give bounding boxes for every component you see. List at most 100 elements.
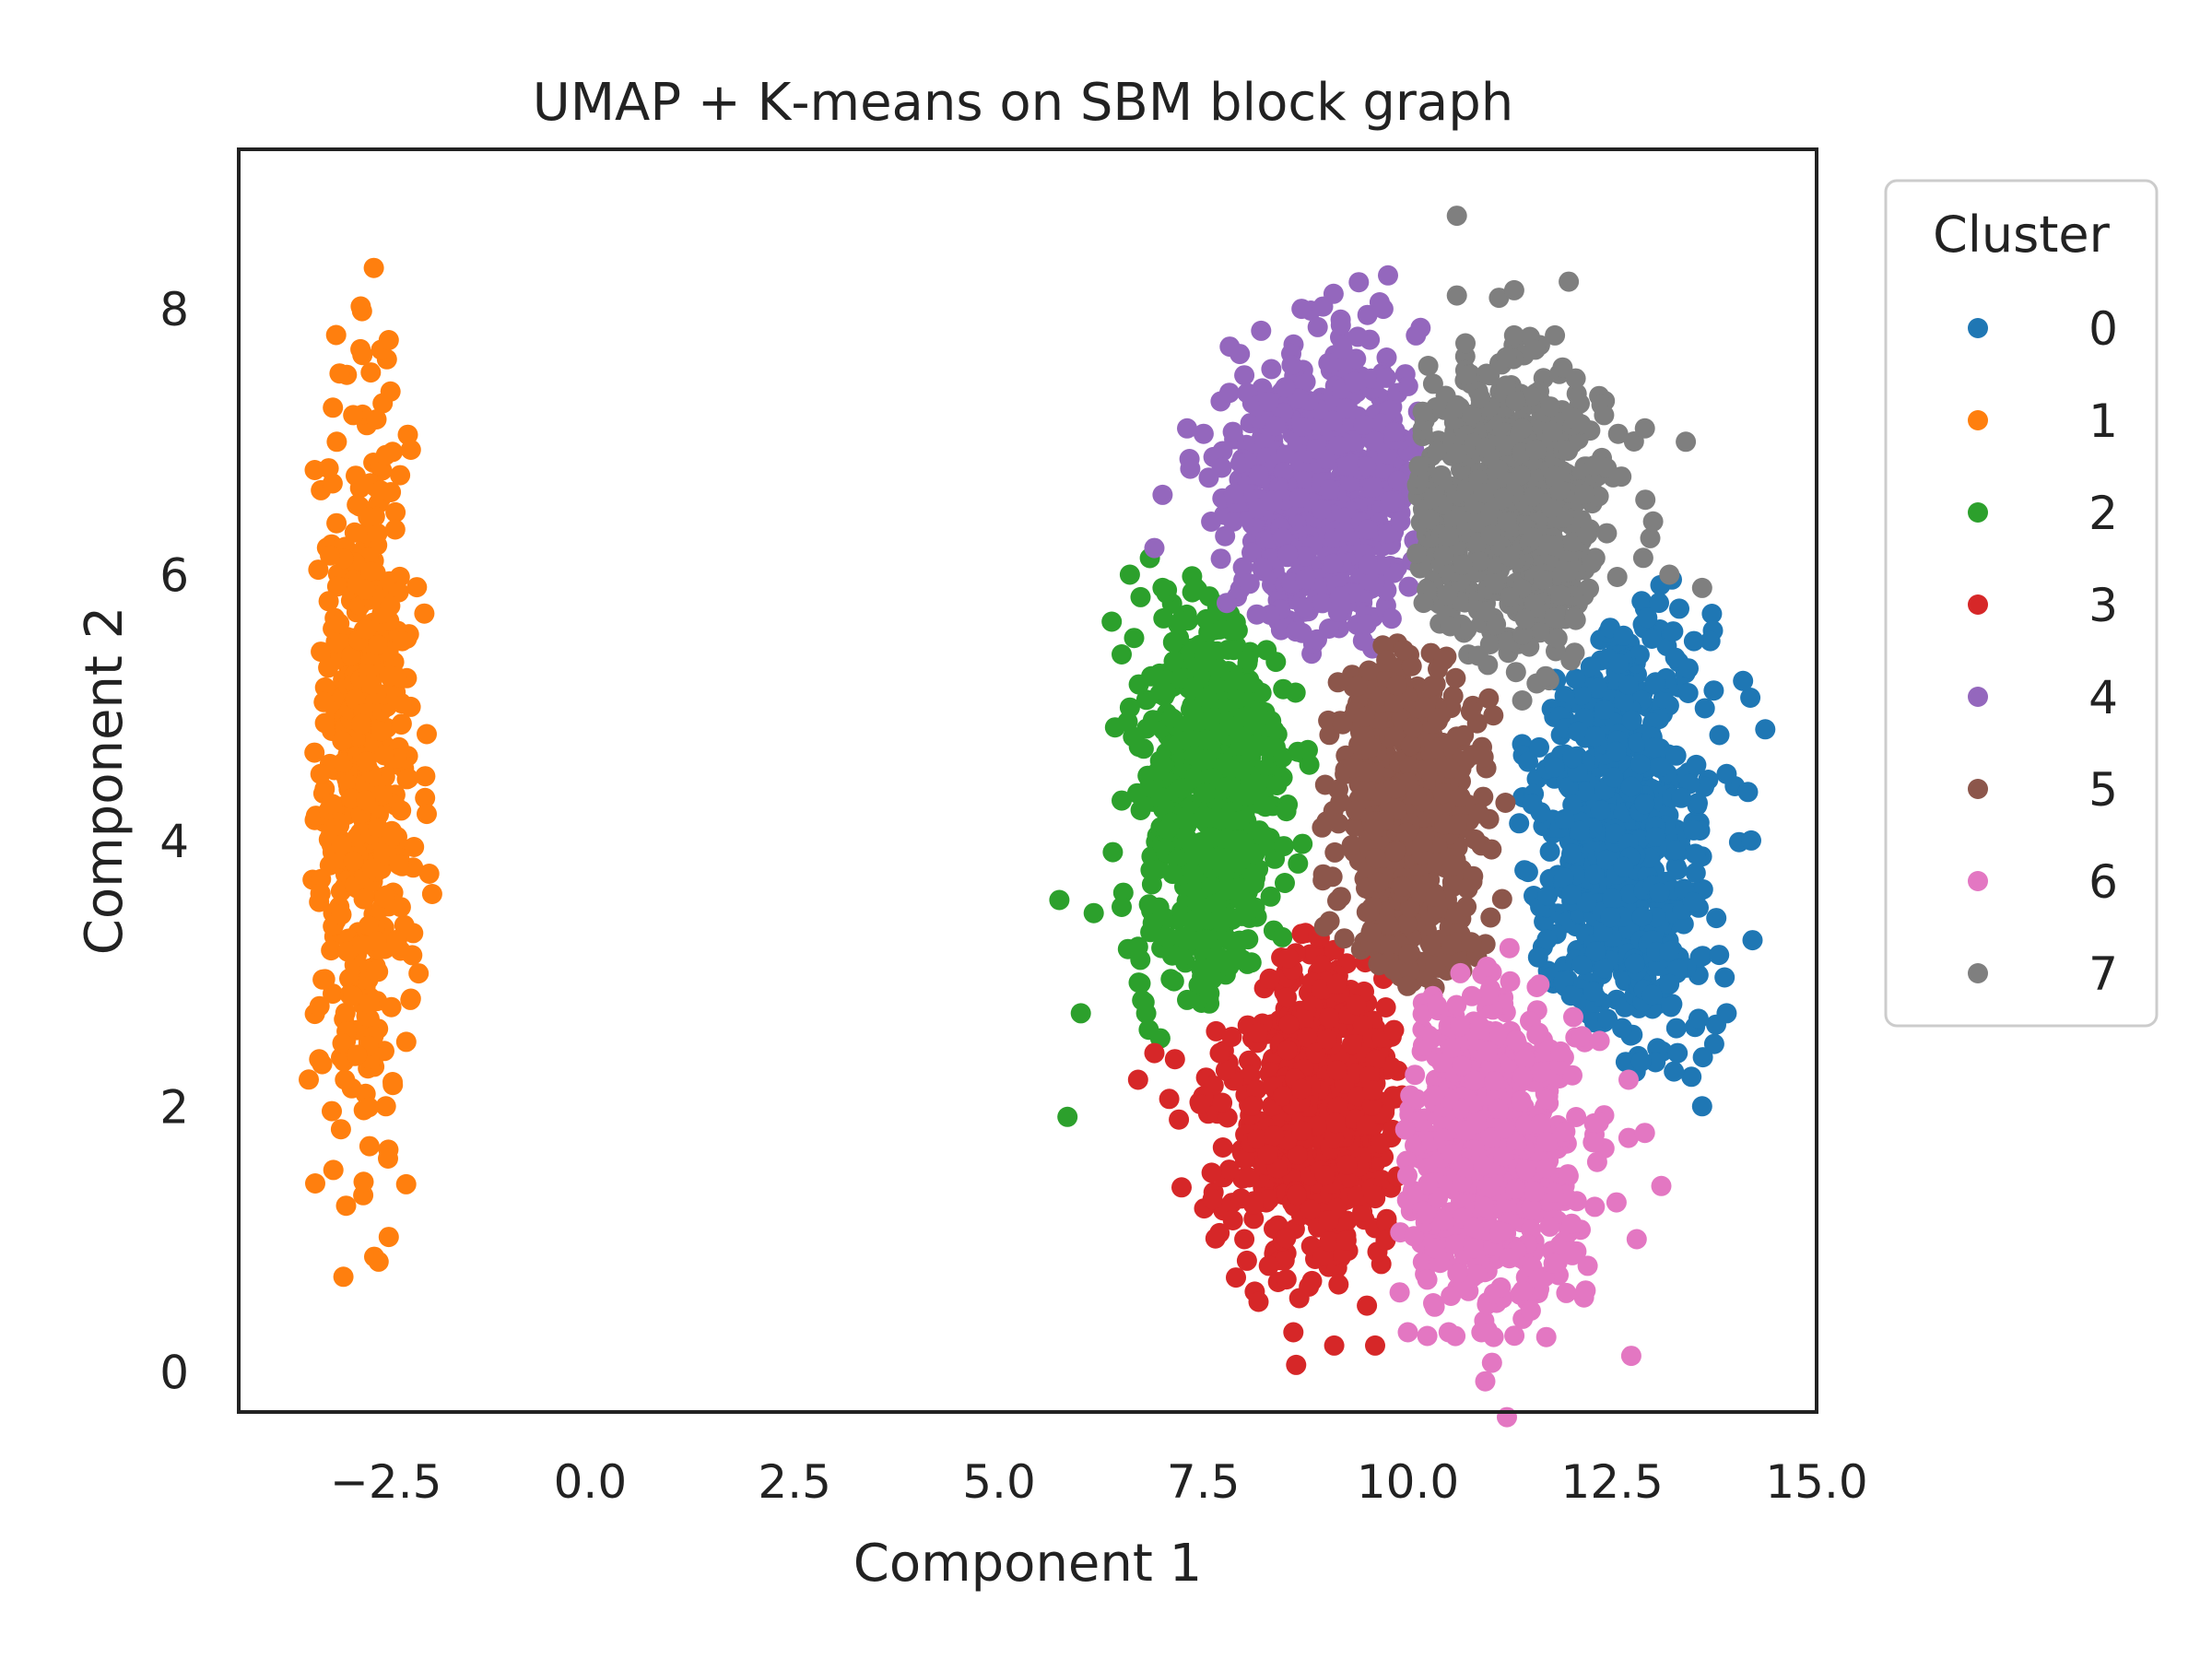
data-point [1334,507,1355,528]
data-point [392,630,413,652]
data-point [1441,855,1463,877]
data-point [1246,1079,1267,1100]
data-point [415,766,436,787]
data-point [1226,1267,1246,1288]
data-point [1503,279,1524,300]
data-point [1401,655,1422,677]
data-point [1645,1052,1666,1073]
data-point [1334,928,1355,949]
data-point [1504,1325,1525,1347]
data-point [309,995,330,1017]
data-point [1527,947,1548,968]
data-point [1242,1194,1264,1215]
data-point [1299,1276,1320,1297]
data-point [1620,1346,1641,1367]
data-point [1324,1128,1345,1149]
data-point [1327,890,1347,912]
data-point [1291,417,1312,437]
data-point [1506,1133,1527,1154]
data-point [1152,755,1173,775]
data-point [1259,1189,1279,1210]
data-point [1531,1062,1551,1083]
data-point [1427,441,1448,462]
data-point [1247,1128,1268,1149]
data-point [1259,968,1280,989]
data-point [1278,947,1299,969]
data-point [1480,1177,1500,1198]
data-point [352,935,373,956]
data-point [1347,676,1368,697]
data-point [375,444,396,465]
data-point [1703,680,1724,701]
data-point [1201,1162,1222,1183]
data-point [1473,1155,1494,1176]
data-point [1716,1003,1737,1024]
data-point [421,884,442,904]
data-point [320,545,341,566]
data-point [1222,1210,1243,1230]
data-point [1245,772,1266,794]
data-point [1332,338,1353,359]
data-point [1292,833,1313,854]
data-point [1384,841,1406,862]
data-point [1264,1125,1285,1147]
data-point [1425,956,1446,977]
data-point [1195,782,1216,804]
data-point [1659,973,1680,994]
data-point [1455,365,1477,385]
data-point [359,915,379,936]
data-point [1286,1354,1307,1375]
data-point [1358,554,1379,575]
data-point [1706,908,1727,929]
data-point [1694,698,1715,719]
series-4-points [1144,265,1431,665]
data-point [382,826,403,847]
data-point [1465,829,1486,850]
data-point [1420,935,1441,956]
data-point [1222,810,1243,831]
data-point [1398,944,1419,965]
series-2-points [1049,547,1320,1127]
data-point [1365,1049,1386,1070]
data-point [1288,388,1309,409]
data-point [1272,527,1293,548]
data-point [1477,956,1498,977]
data-point [360,561,381,582]
data-point [1755,719,1776,740]
data-point [1452,1055,1472,1077]
data-point [1512,1066,1534,1088]
data-point [1177,989,1197,1010]
data-point [1178,610,1198,631]
data-point [375,1096,396,1117]
data-point [1218,1159,1240,1181]
data-point [1524,339,1546,360]
data-point [1257,1144,1278,1165]
data-point [371,480,392,501]
data-point [1319,479,1340,500]
data-point [1594,699,1615,720]
data-point [1360,368,1382,389]
data-point [1182,865,1204,885]
data-point [1561,884,1582,905]
data-point [1130,586,1151,607]
data-point [1529,736,1549,758]
data-point [1163,651,1184,672]
data-point [1119,697,1140,718]
data-point [1688,793,1708,814]
data-point [1515,1114,1536,1135]
data-point [384,519,406,540]
data-point [1425,886,1446,907]
data-point [1265,652,1287,673]
data-point [1453,1157,1474,1178]
data-point [1285,682,1306,703]
data-point [1190,1094,1211,1114]
data-point [361,675,382,695]
data-point [1083,902,1104,924]
data-point [391,800,412,821]
data-point [1441,1143,1462,1164]
data-point [1364,430,1385,452]
data-point [1584,726,1606,747]
data-point [1570,820,1591,841]
data-point [1397,975,1418,996]
data-point [1383,421,1405,442]
